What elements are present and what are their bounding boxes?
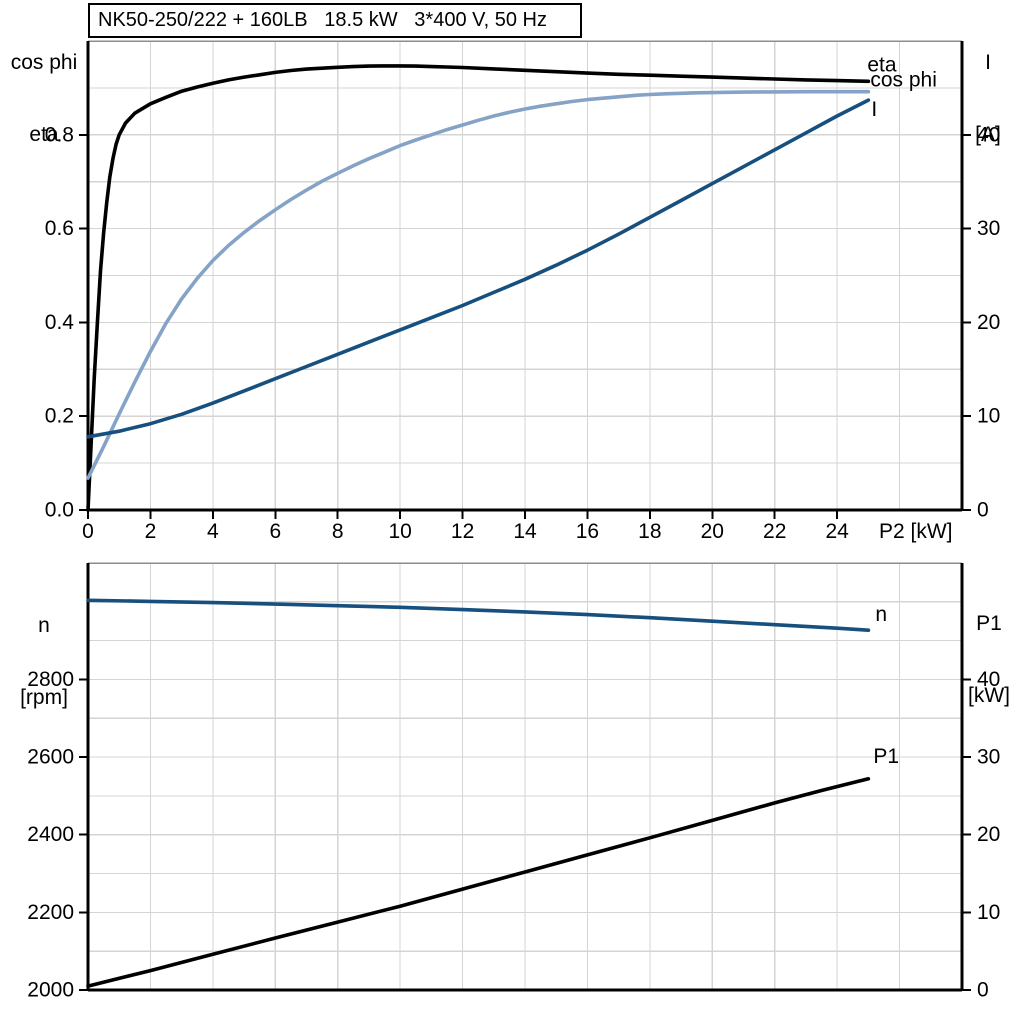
right-axis-tick-label: 30 [977,746,1000,769]
x-axis-tick-label: 24 [825,520,849,543]
series-label-speed: n [875,603,887,626]
axis-title-eta: eta [29,123,59,146]
x-axis-tick-label: 20 [701,520,724,543]
axis-title-current-unit: [A] [975,123,1001,146]
series-input-power-curve [86,777,871,988]
left-axis-tick-label: 0.2 [45,405,74,428]
right-axis-tick-label: 40 [977,668,1000,691]
right-axis-tick-label: 10 [977,405,1000,428]
x-axis-tick-label: 10 [388,520,411,543]
x-axis-tick-label: 16 [576,520,599,543]
series-speed-curve [86,598,871,632]
series-label-eta: eta [867,53,897,76]
x-axis-tick-label: 6 [269,520,281,543]
chart-title: NK50-250/222 + 160LB 18.5 kW 3*400 V, 50… [98,9,548,31]
bottom-left-axis-title: n [rpm] [8,566,80,758]
right-axis-tick-label: 10 [977,901,1000,924]
axis-title-n: n [38,614,50,637]
x-axis-tick-label: 2 [145,520,157,543]
left-axis-tick-label: 2400 [27,823,74,846]
right-axis-tick-label: 20 [977,311,1000,334]
x-axis-tick-label: 22 [763,520,786,543]
x-axis-tick-label: 14 [513,520,537,543]
bottom-right-axis-title: P1 [kW] [958,564,1020,756]
axis-title-p1: P1 [976,612,1002,635]
left-axis-tick-label: 0.4 [45,311,75,334]
series-label-input-power: P1 [873,745,899,768]
series-eta-curve [86,64,871,512]
left-axis-tick-label: 2600 [27,746,74,769]
chart-title-box: NK50-250/222 + 160LB 18.5 kW 3*400 V, 50… [88,3,582,38]
left-axis-tick-label: 0.6 [45,217,74,240]
series-label-current: I [871,98,877,121]
series-label-cos-phi: cos phi [870,69,937,92]
right-axis-tick-label: 40 [977,123,1000,146]
series-current-curve [86,98,871,439]
left-axis-tick-label: 2200 [27,901,74,924]
axis-title-p1-unit: [kW] [968,684,1010,707]
right-axis-tick-label: 0 [977,979,989,1002]
top-right-axis-title: I [A] [960,3,1016,195]
x-axis-tick-label: 18 [638,520,661,543]
axis-title-cos-phi: cos phi [10,51,78,74]
top-left-axis-title: cos phi eta [6,3,82,195]
left-axis-tick-label: 2800 [27,668,74,691]
x-axis-label-p2: P2 [kW] [879,520,953,543]
left-axis-tick-label: 2000 [27,979,74,1002]
x-axis-tick-label: 0 [82,520,94,543]
x-axis-tick-label: 12 [451,520,474,543]
left-axis-tick-label: 0.0 [45,499,74,522]
left-axis-tick-label: 0.8 [45,123,74,146]
right-axis-tick-label: 30 [977,217,1000,240]
right-axis-tick-label: 20 [977,823,1000,846]
x-axis-tick-label: 4 [207,520,219,543]
right-axis-tick-label: 0 [977,499,989,522]
axis-title-current: I [985,51,991,74]
x-axis-tick-label: 8 [332,520,344,543]
series-cos-phi-curve [86,89,871,480]
axis-title-n-unit: [rpm] [20,686,68,709]
